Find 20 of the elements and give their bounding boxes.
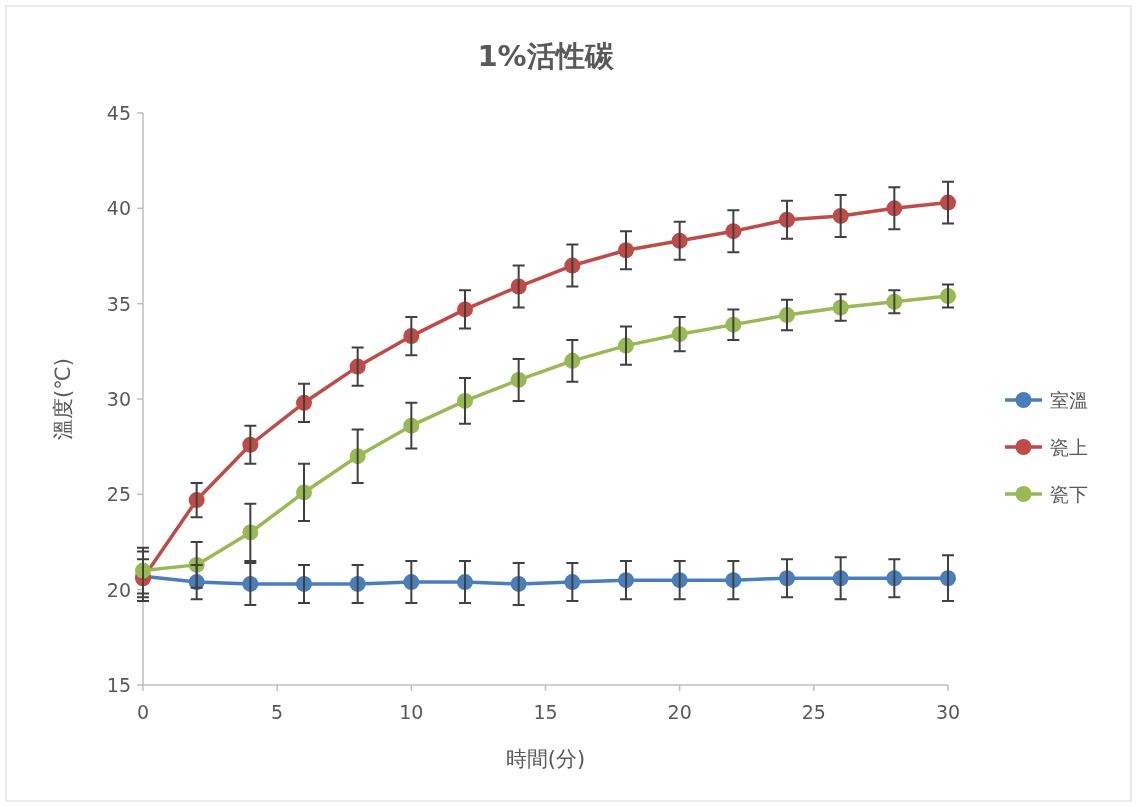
y-tick-label: 45 xyxy=(106,102,131,124)
x-tick-label: 10 xyxy=(399,701,424,723)
y-tick-label: 35 xyxy=(106,292,131,315)
x-tick-label: 25 xyxy=(801,701,826,723)
x-tick-label: 20 xyxy=(667,701,692,723)
y-tick-label: 25 xyxy=(106,483,131,506)
x-tick-label: 15 xyxy=(533,701,558,723)
y-tick-label: 20 xyxy=(106,578,131,601)
x-tick-label: 0 xyxy=(136,701,150,723)
x-tick-label: 30 xyxy=(935,701,961,723)
y-tick-label: 15 xyxy=(106,674,131,696)
x-tick-label: 5 xyxy=(271,701,284,723)
legend-label: 瓷上 xyxy=(1050,436,1088,458)
y-tick-label: 30 xyxy=(106,388,131,410)
legend-label: 瓷下 xyxy=(1050,483,1088,505)
y-axis-title: 溫度(℃) xyxy=(51,358,75,440)
legend-label: 室溫 xyxy=(1050,389,1088,411)
chart-title: 1%活性碳 xyxy=(477,39,615,73)
x-axis-title: 時間(分) xyxy=(505,747,586,771)
y-tick-label: 40 xyxy=(106,197,131,220)
